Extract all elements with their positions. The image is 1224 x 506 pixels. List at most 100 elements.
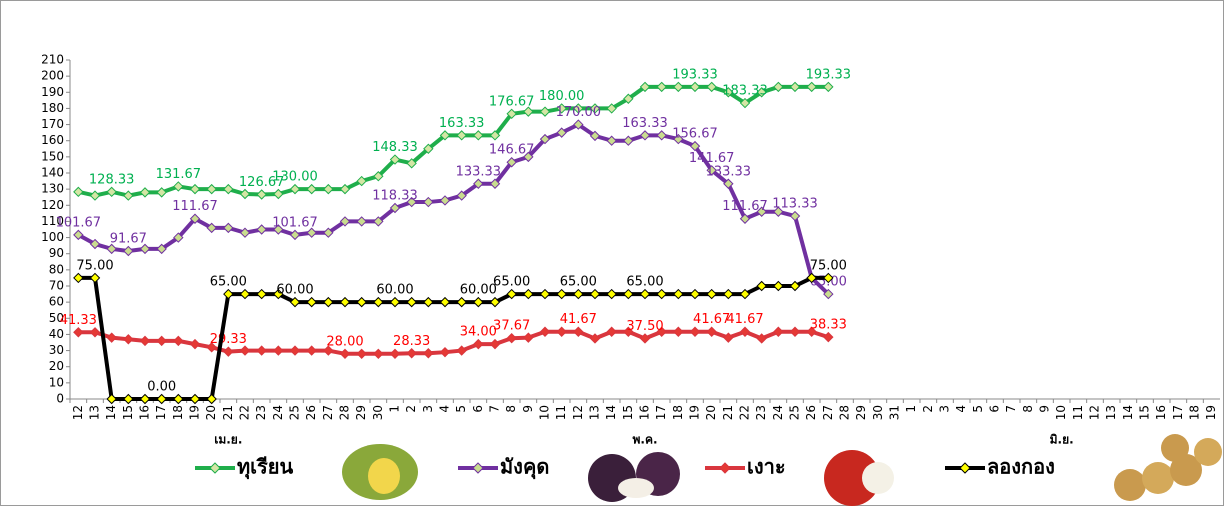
y-tick-label: 50: [49, 311, 64, 325]
point-marker: [506, 332, 517, 344]
x-tick-label: 17: [154, 405, 168, 420]
series: 101.67 91.67 111.67 101.67 118.33 133.33 146.6…: [56, 105, 847, 300]
point-marker: [573, 326, 584, 337]
point-marker: [89, 272, 101, 284]
data-label: 133.33: [456, 164, 502, 179]
point-marker: [506, 108, 517, 120]
x-tick-label: 28: [838, 405, 852, 420]
legend-label: ลองกอง: [987, 455, 1055, 479]
data-label: 65.00: [210, 275, 247, 290]
data-label: 65.00: [493, 275, 530, 290]
data-label: 163.33: [439, 116, 485, 131]
point-marker: [423, 196, 434, 208]
point-marker: [339, 296, 351, 308]
x-tick-label: 12: [1088, 405, 1102, 420]
point-marker: [106, 186, 117, 198]
point-marker: [223, 288, 234, 300]
point-marker: [389, 202, 401, 214]
point-marker: [723, 332, 734, 343]
point-marker: [623, 326, 634, 337]
series-line: [77, 84, 829, 198]
point-marker: [656, 288, 667, 300]
point-marker: [223, 346, 234, 357]
x-tick-label: 15: [1138, 405, 1152, 420]
point-marker: [573, 103, 584, 114]
y-tick-label: 160: [41, 133, 64, 147]
point-marker: [439, 296, 451, 308]
point-marker: [306, 227, 317, 238]
point-marker: [556, 326, 567, 337]
x-tick-label: 9: [521, 405, 535, 413]
legend-marker: [209, 462, 221, 474]
point-marker: [589, 130, 601, 142]
data-label: 131.67: [156, 167, 202, 182]
point-marker: [439, 195, 451, 206]
point-marker: [689, 140, 701, 152]
x-tick-label: 23: [754, 405, 768, 420]
point-marker: [256, 345, 267, 356]
x-tick-label: 4: [438, 405, 452, 413]
data-label: 193.33: [806, 67, 852, 82]
point-marker: [539, 133, 551, 145]
point-marker: [689, 288, 701, 300]
point-marker: [473, 178, 484, 189]
point-marker: [323, 183, 334, 195]
y-tick-label: 10: [49, 375, 64, 389]
x-group-label: เม.ย.: [214, 433, 242, 447]
x-tick-label: 2: [921, 405, 935, 413]
series-line: [78, 329, 829, 356]
x-tick-label: 14: [604, 405, 618, 420]
x-tick-label: 10: [538, 405, 552, 420]
point-marker: [73, 186, 84, 198]
point-marker: [706, 81, 717, 93]
x-tick-label: 25: [788, 405, 802, 420]
y-tick-label: 120: [41, 198, 64, 212]
x-group-label: พ.ค.: [632, 433, 657, 447]
point-marker: [239, 227, 251, 238]
point-marker: [139, 393, 151, 405]
point-marker: [473, 296, 484, 308]
data-label: 41.33: [60, 313, 97, 328]
point-marker: [373, 216, 384, 227]
data-label: 75.00: [810, 258, 847, 273]
point-marker: [339, 183, 351, 195]
point-marker: [556, 103, 567, 114]
data-label: 65.00: [626, 275, 663, 290]
point-marker: [206, 222, 217, 234]
point-marker: [673, 326, 684, 337]
data-label: 113.33: [772, 197, 818, 212]
point-marker: [123, 393, 134, 405]
point-marker: [323, 296, 334, 308]
point-marker: [556, 288, 567, 300]
x-tick-label: 11: [1071, 405, 1085, 420]
point-marker: [406, 296, 417, 308]
data-label: 41.67: [726, 312, 763, 327]
data-label: 37.67: [493, 319, 530, 334]
point-marker: [123, 190, 134, 201]
point-marker: [706, 326, 717, 337]
x-tick-label: 11: [554, 405, 568, 420]
data-label: 126.67: [239, 175, 285, 190]
x-tick-label: 8: [1021, 405, 1035, 413]
y-tick-label: 40: [49, 327, 64, 341]
data-label: 118.33: [372, 188, 418, 203]
point-marker: [456, 296, 467, 308]
point-marker: [306, 345, 317, 356]
point-marker: [256, 189, 267, 200]
x-tick-label: 30: [371, 405, 385, 420]
point-marker: [406, 348, 417, 359]
point-marker: [89, 327, 101, 338]
data-label: 148.33: [372, 140, 418, 155]
data-label: 146.67: [489, 143, 535, 158]
point-marker: [73, 327, 84, 338]
point-marker: [256, 288, 267, 300]
point-marker: [473, 130, 484, 141]
data-label: 37.50: [626, 319, 663, 334]
point-marker: [706, 165, 717, 176]
point-marker: [356, 175, 367, 187]
point-marker: [739, 326, 751, 337]
point-marker: [239, 345, 251, 356]
point-marker: [823, 81, 834, 93]
